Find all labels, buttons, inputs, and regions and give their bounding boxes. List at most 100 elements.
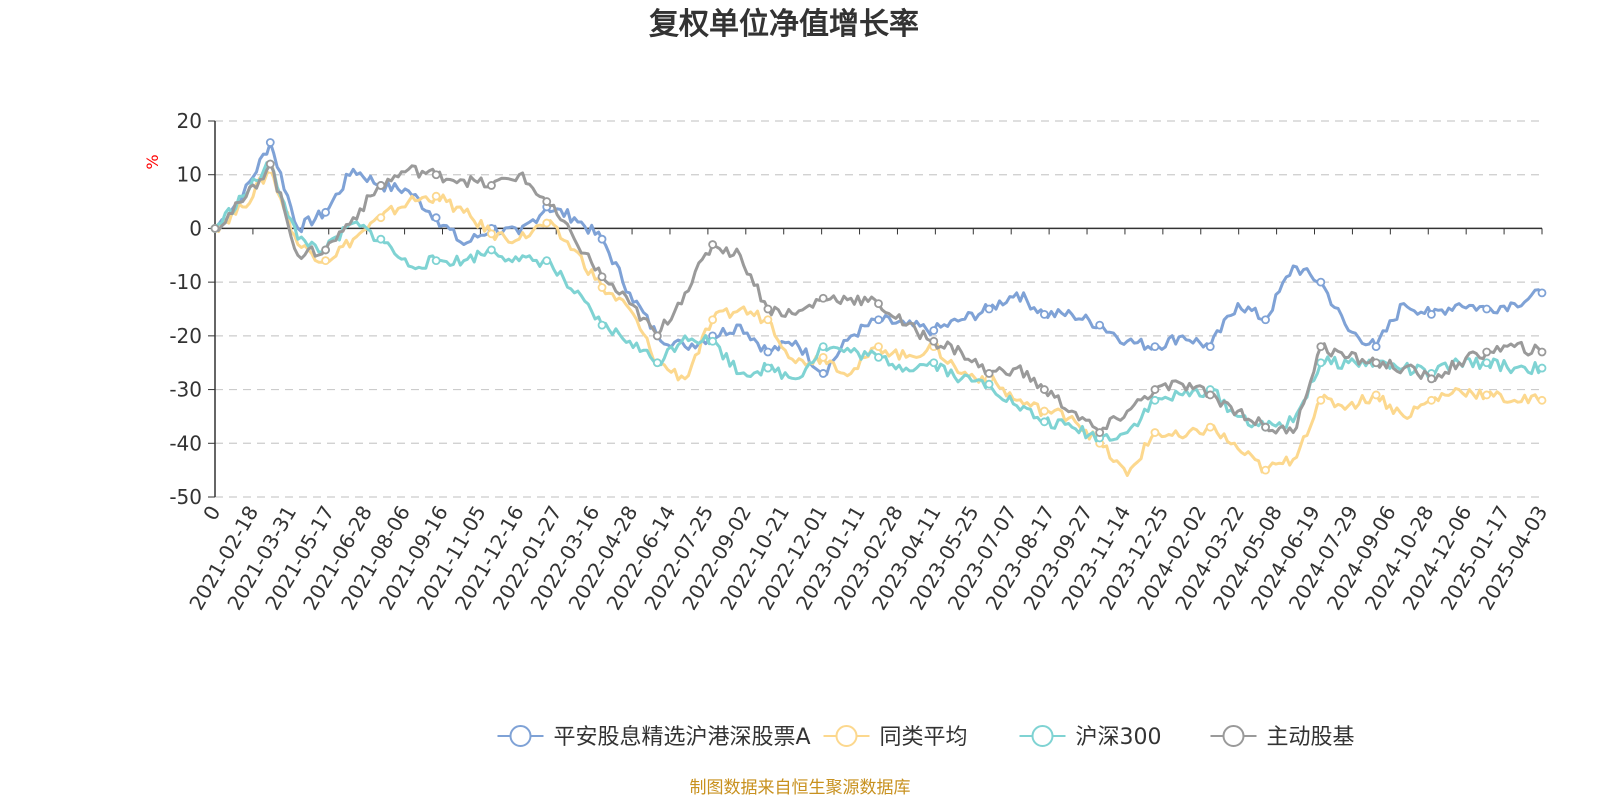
series-point — [376, 234, 386, 244]
series-point — [763, 363, 773, 373]
y-tick-label: -20 — [169, 324, 202, 348]
series-point — [210, 224, 220, 233]
series-point — [376, 181, 386, 190]
series-point — [984, 369, 994, 378]
series-point — [431, 213, 441, 223]
series-point — [597, 283, 607, 292]
series-point — [763, 304, 773, 314]
series-point — [708, 240, 718, 249]
series-point — [1150, 342, 1160, 352]
series-point — [1537, 395, 1547, 405]
series-point — [763, 315, 773, 325]
series-point — [487, 181, 496, 190]
series-point — [1316, 358, 1326, 368]
series-point — [818, 369, 828, 378]
series-point — [1427, 374, 1436, 384]
series-point — [874, 299, 883, 309]
grid-layer — [215, 120, 1542, 498]
series-point — [1482, 304, 1492, 314]
series-point — [818, 352, 828, 362]
series-point — [431, 170, 441, 180]
chart-title: 复权单位净值增长率 — [649, 7, 919, 42]
series-point — [1205, 390, 1215, 400]
series-point — [1261, 422, 1270, 432]
series-point — [597, 272, 607, 282]
legend-label: 平安股息精选沪港深股票A — [554, 725, 811, 750]
series-line-3 — [214, 162, 1544, 435]
x-tick-label: 0 — [198, 502, 225, 525]
series-point — [1150, 395, 1160, 405]
series-point — [929, 326, 939, 335]
series-point — [487, 229, 496, 239]
series-point — [652, 358, 662, 368]
data-source-note: 制图数据来自恒生聚源数据库 — [690, 778, 911, 798]
series-point — [874, 342, 883, 352]
y-tick-label: -50 — [169, 485, 202, 509]
legend-label: 沪深300 — [1076, 725, 1162, 750]
series-point — [1095, 428, 1105, 437]
series-point — [542, 256, 552, 266]
y-tick-label: -10 — [169, 270, 202, 294]
series-point — [1482, 347, 1492, 357]
legend-item-2[interactable]: 沪深300 — [1019, 725, 1162, 750]
series-point — [818, 342, 828, 352]
series-point — [1261, 315, 1270, 325]
y-tick-label: 20 — [177, 109, 202, 133]
series-layer — [210, 138, 1547, 477]
series-point — [1537, 347, 1547, 357]
y-axis-unit: % — [143, 154, 162, 169]
series-point — [321, 245, 330, 255]
legend-item-3[interactable]: 主动股基 — [1210, 725, 1355, 750]
series-point — [1427, 395, 1436, 405]
series-point — [265, 138, 275, 147]
y-tick-label: 10 — [177, 163, 202, 187]
series-point — [1039, 417, 1049, 427]
series-point — [487, 245, 496, 255]
series-point — [1371, 390, 1381, 400]
series-point — [1537, 288, 1547, 298]
series-point — [1316, 277, 1326, 287]
series-point — [652, 331, 662, 341]
series-point — [542, 218, 552, 228]
series-point — [265, 159, 275, 169]
series-point — [1316, 395, 1326, 405]
series-point — [1482, 390, 1492, 400]
series-point — [763, 347, 773, 357]
legend-marker-icon — [835, 725, 858, 747]
series-point — [1150, 428, 1160, 437]
series-point — [874, 352, 883, 362]
series-point — [1095, 320, 1105, 330]
legend-label: 同类平均 — [880, 725, 968, 750]
legend-item-1[interactable]: 同类平均 — [823, 725, 968, 750]
series-point — [1205, 422, 1215, 432]
series-point — [597, 234, 607, 244]
series-point — [1371, 342, 1381, 352]
legend-item-0[interactable]: 平安股息精选沪港深股票A — [497, 725, 811, 750]
y-tick-label: 0 — [189, 216, 202, 240]
series-point — [431, 256, 441, 266]
series-point — [984, 379, 994, 389]
series-point — [1261, 465, 1270, 475]
legend-marker-icon — [1222, 725, 1245, 747]
series-point — [597, 320, 607, 330]
series-point — [321, 207, 330, 217]
series-point — [708, 315, 718, 325]
series-point — [984, 304, 994, 314]
series-point — [1371, 358, 1381, 368]
legend[interactable]: 平安股息精选沪港深股票A 同类平均 沪深300 主动股基 — [497, 725, 1355, 750]
series-point — [818, 293, 828, 303]
legend-marker-icon — [1031, 725, 1054, 747]
series-point — [1537, 363, 1547, 373]
y-tick-label: -30 — [169, 378, 202, 402]
series-point — [1316, 342, 1326, 352]
series-point — [431, 191, 441, 201]
series-point — [1039, 406, 1049, 416]
series-point — [542, 197, 552, 206]
legend-marker-icon — [509, 725, 532, 747]
series-point — [1205, 342, 1215, 352]
series-point — [1427, 309, 1436, 319]
series-point — [1482, 358, 1492, 368]
series-point — [1039, 385, 1049, 394]
series-point — [708, 336, 718, 346]
